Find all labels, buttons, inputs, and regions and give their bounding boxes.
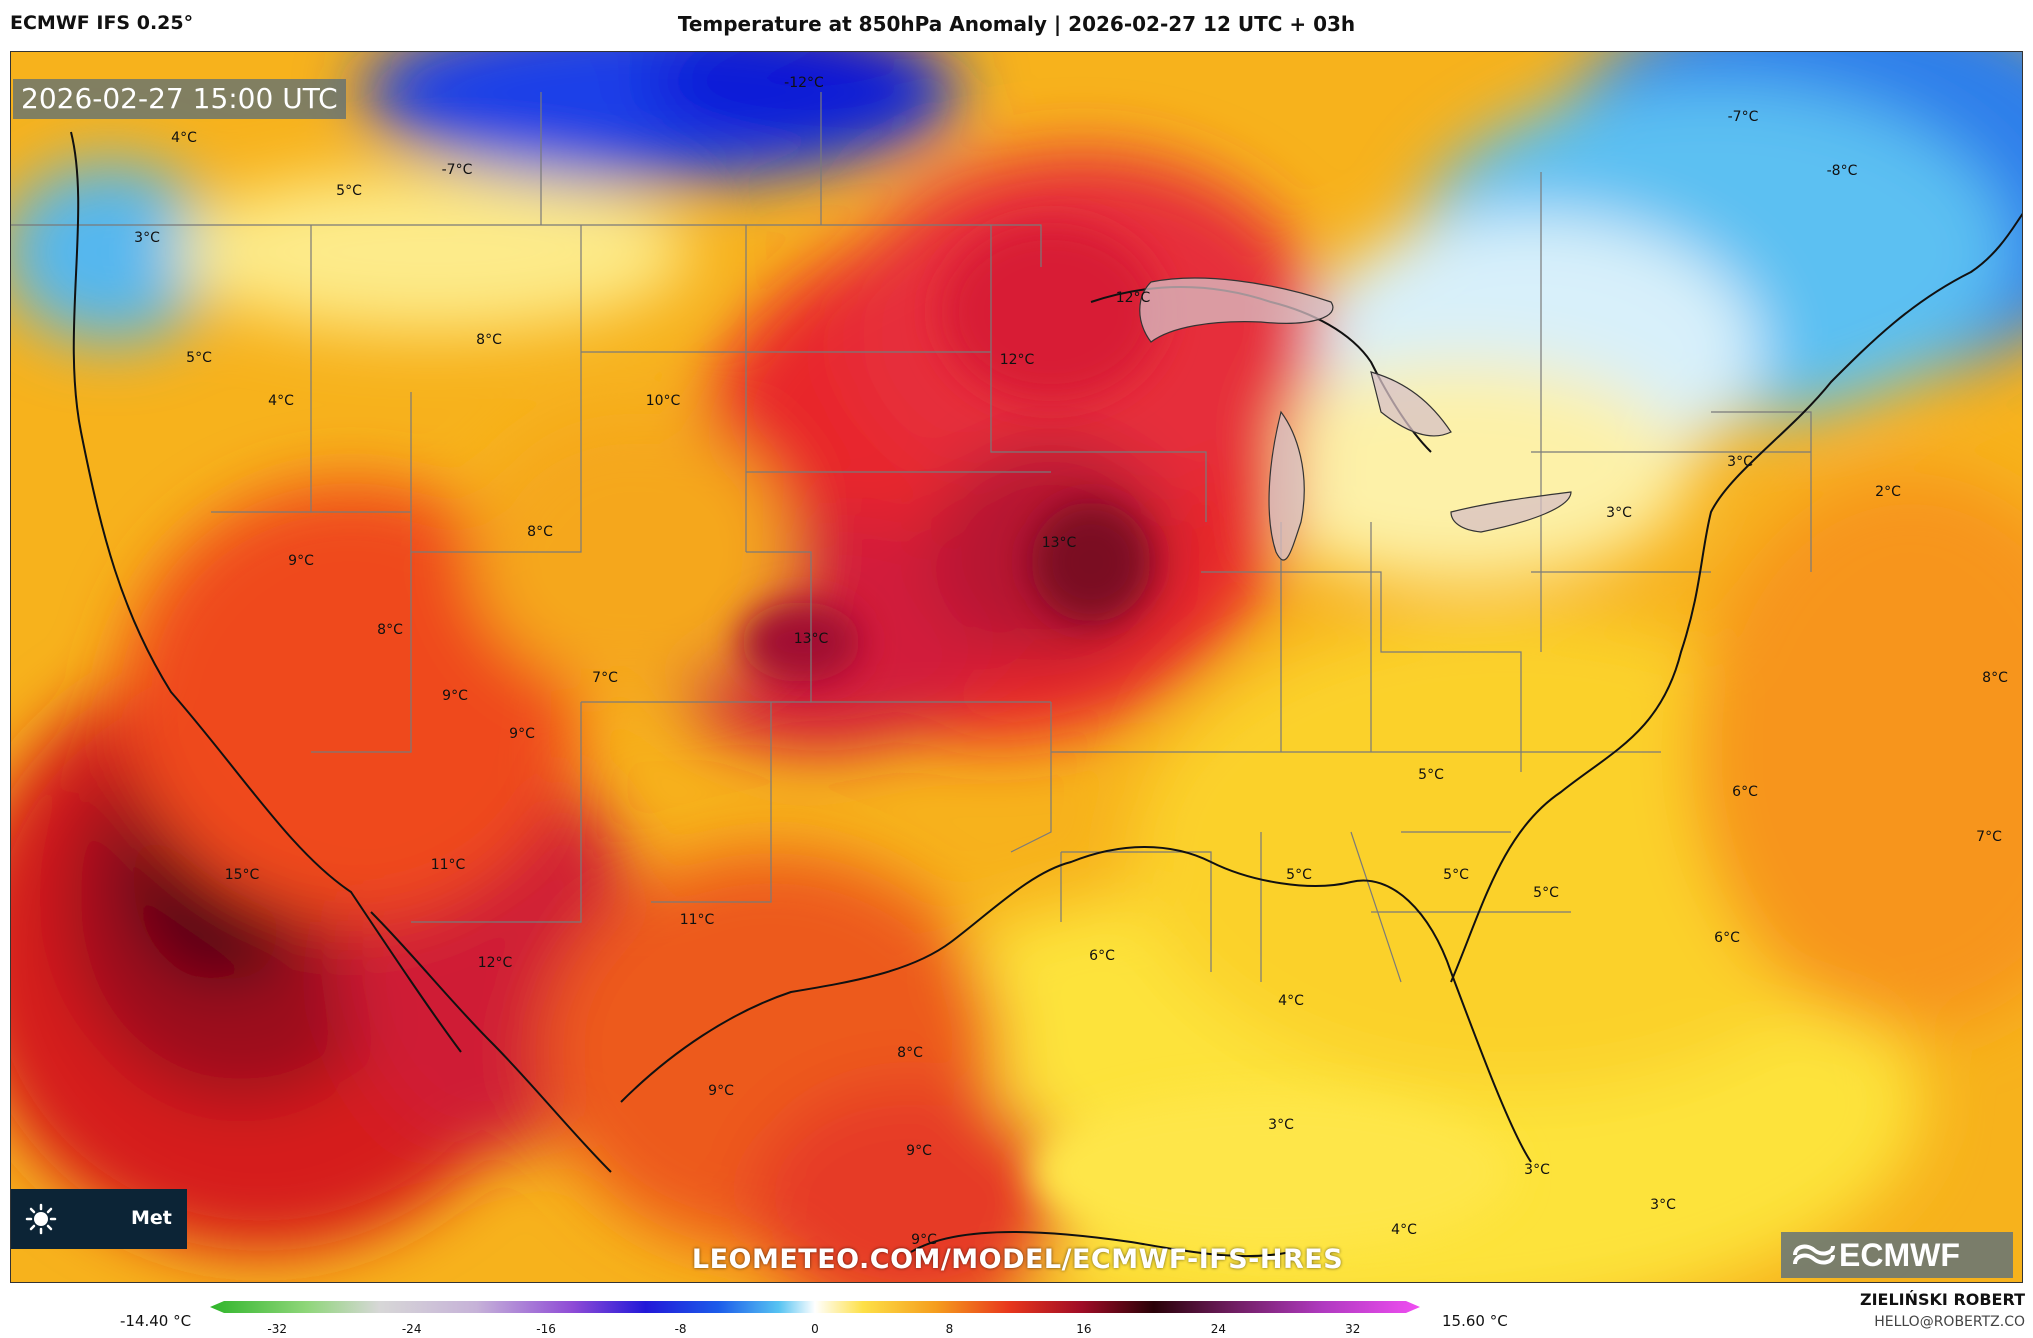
map-title: Temperature at 850hPa Anomaly | 2026-02-… (677, 12, 1356, 36)
temperature-label: 13°C (793, 631, 829, 647)
author-credit: ZIELIŃSKI ROBERT (1859, 1290, 2025, 1309)
source-watermark: LEOMETEO.COM/MODEL/ECMWF-IFS-HRES (691, 1244, 1344, 1275)
temperature-label: 3°C (1650, 1197, 1676, 1213)
temperature-label: 10°C (645, 393, 681, 409)
temperature-label: 7°C (592, 670, 618, 686)
temperature-label: 3°C (1268, 1117, 1294, 1133)
valid-time-badge: 2026-02-27 15:00 UTC (13, 79, 346, 119)
temperature-label: 5°C (186, 350, 212, 366)
temperature-label: 8°C (897, 1045, 923, 1061)
header: ECMWF IFS 0.25° Temperature at 850hPa An… (0, 0, 2033, 50)
temperature-label: 5°C (1286, 867, 1312, 883)
temperature-label: 12°C (477, 955, 513, 971)
temperature-label: 11°C (430, 857, 466, 873)
temperature-label: 6°C (1089, 948, 1115, 964)
temperature-label: 5°C (1533, 885, 1559, 901)
temperature-label: 4°C (1391, 1222, 1417, 1238)
map-frame[interactable]: 2026-02-27 15:00 UTC -12°C 4°C -7°C 5°C … (10, 51, 2023, 1283)
author-email[interactable]: HELLO@ROBERTZ.CO (1874, 1314, 2025, 1330)
temperature-label: 3°C (1727, 454, 1753, 470)
legend-tick-label: -16 (536, 1322, 556, 1336)
temperature-label: 9°C (442, 688, 468, 704)
sun-icon (25, 1203, 57, 1235)
temperature-label: 13°C (1041, 535, 1077, 551)
legend-max-label: 15.60 °C (1442, 1312, 1508, 1330)
legend-tick-label: -8 (674, 1322, 687, 1336)
temperature-label: -7°C (1727, 109, 1759, 125)
temperature-label: 15°C (224, 867, 260, 883)
temperature-label: 9°C (509, 726, 535, 742)
ecmwf-swirl-icon (1793, 1244, 1835, 1265)
temperature-label: 9°C (288, 553, 314, 569)
leometeo-logo[interactable]: Met (11, 1189, 187, 1249)
legend-tick-label: 8 (945, 1322, 954, 1336)
temperature-label: 9°C (911, 1232, 937, 1248)
temperature-label: 4°C (268, 393, 294, 409)
state-borders (11, 92, 1812, 983)
legend-tick-label: -24 (401, 1322, 422, 1336)
legend-colorbar (210, 1301, 1420, 1313)
temperature-label: -12°C (784, 75, 824, 91)
temperature-label: 8°C (1982, 670, 2008, 686)
temperature-label: 4°C (171, 130, 197, 146)
temperature-label: 12°C (999, 352, 1035, 368)
temperature-label: 9°C (906, 1143, 932, 1159)
temperature-label: 2°C (1875, 484, 1901, 500)
legend-tick-label: 16 (1076, 1322, 1092, 1336)
temperature-label: 6°C (1714, 930, 1740, 946)
legend-tick-label: 0 (811, 1322, 819, 1336)
temperature-label: -7°C (441, 162, 473, 178)
temperature-label: 8°C (527, 524, 553, 540)
temperature-label: 5°C (1418, 767, 1444, 783)
model-name: ECMWF IFS 0.25° (10, 12, 194, 34)
great-lakes (1139, 277, 1572, 561)
temperature-label: 8°C (377, 622, 403, 638)
temperature-label: 3°C (1524, 1162, 1550, 1178)
temperature-label: 9°C (708, 1083, 734, 1099)
color-legend: -14.40 °C (0, 1284, 2033, 1338)
legend-tick-label: -32 (267, 1322, 288, 1336)
temperature-label: -8°C (1826, 163, 1858, 179)
logo-text: Met (131, 1207, 172, 1229)
temperature-label: 3°C (1606, 505, 1632, 521)
temperature-label: 11°C (679, 912, 715, 928)
temperature-label: 7°C (1976, 829, 2002, 845)
temperature-label: 3°C (134, 230, 160, 246)
temperature-label: 4°C (1278, 993, 1304, 1009)
temperature-anomaly-map (11, 52, 2022, 1282)
ecmwf-logo: ECMWF (1781, 1232, 2013, 1278)
legend-tick-label: 24 (1210, 1322, 1226, 1336)
temperature-label: 8°C (476, 332, 502, 348)
temperature-label: 6°C (1732, 784, 1758, 800)
legend-min-label: -14.40 °C (120, 1312, 192, 1330)
legend-tick-label: 32 (1345, 1322, 1361, 1336)
temperature-label: 12°C (1115, 290, 1151, 306)
temperature-label: 5°C (336, 183, 362, 199)
ecmwf-badge-text: ECMWF (1839, 1237, 1960, 1273)
temperature-label: 5°C (1443, 867, 1469, 883)
